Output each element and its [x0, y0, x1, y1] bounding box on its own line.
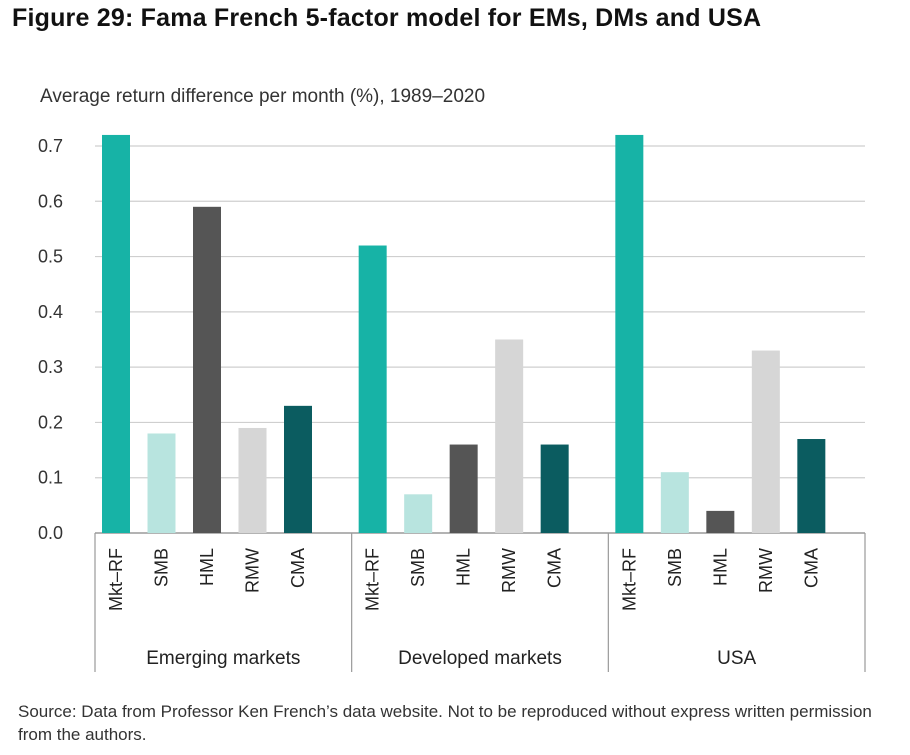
x-tick-label: HML [454, 548, 474, 586]
x-tick-label: Mkt–RF [363, 548, 383, 611]
x-tick-label: Mkt–RF [619, 548, 639, 611]
x-tick-label: SMB [408, 548, 428, 587]
bar [706, 510, 735, 533]
bar [660, 472, 689, 533]
x-tick-label: SMB [152, 548, 172, 587]
group-label: Emerging markets [146, 648, 300, 669]
y-tick-label: 0.3 [38, 357, 63, 377]
bar [540, 444, 569, 533]
axis-subtitle: Average return difference per month (%),… [40, 86, 486, 107]
x-tick-label: HML [197, 548, 217, 586]
bar [751, 350, 780, 533]
y-tick-label: 0.5 [38, 247, 63, 267]
bar [193, 206, 221, 534]
bar [404, 494, 433, 533]
x-tick-label: CMA [545, 548, 565, 588]
x-tick-label: RMW [243, 548, 263, 593]
y-tick-label: 0.6 [38, 191, 63, 211]
group-label: Developed markets [398, 648, 562, 669]
bar [797, 439, 826, 533]
bar-chart: 0.0 0.1 0.2 0.3 0.4 0.5 0.6 0.7 Mkt–RF SMB HML RMW C… [38, 134, 866, 672]
y-tick-label: 0.2 [38, 412, 63, 432]
bar [102, 134, 130, 533]
bar [238, 427, 267, 533]
x-tick-label: Mkt–RF [106, 548, 126, 611]
figure-title: Figure 29: Fama French 5-factor model fo… [12, 4, 762, 32]
bar [495, 339, 524, 533]
source-note: Source: Data from Professor Ken French’s… [18, 702, 872, 744]
bar [358, 245, 387, 533]
y-tick-label: 0.7 [38, 136, 63, 156]
x-tick-label: CMA [288, 548, 308, 588]
group-label: USA [717, 648, 756, 669]
bar [147, 433, 176, 533]
y-tick-label: 0.1 [38, 468, 63, 488]
bar [284, 405, 312, 533]
bar [615, 134, 644, 533]
x-tick-label: CMA [801, 548, 821, 588]
x-tick-label: SMB [665, 548, 685, 587]
x-tick-label: HML [710, 548, 730, 586]
bar [449, 444, 478, 533]
y-tick-label: 0.4 [38, 302, 63, 322]
x-tick-label: RMW [756, 548, 776, 593]
x-tick-label: RMW [499, 548, 519, 593]
y-tick-label: 0.0 [38, 523, 63, 543]
